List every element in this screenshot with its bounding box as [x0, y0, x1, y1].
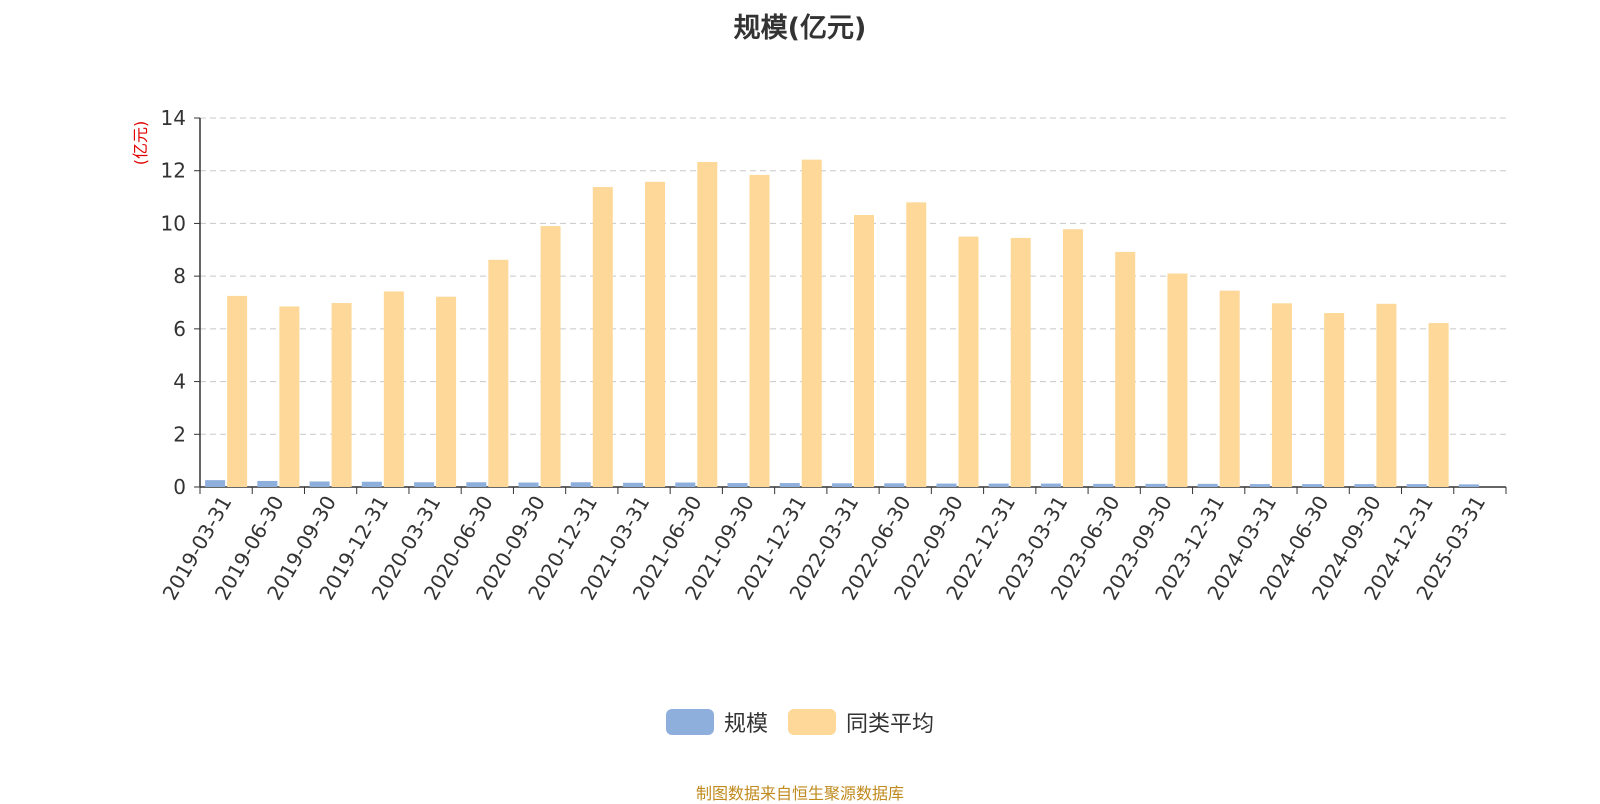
bar-scale	[1354, 484, 1375, 487]
bar-scale	[1040, 483, 1061, 487]
bar-average	[1324, 313, 1345, 487]
bar-average	[331, 303, 352, 487]
bar-scale	[1145, 483, 1166, 487]
legend-item-scale[interactable]: 规模	[665, 706, 768, 738]
y-tick-label: 2	[173, 422, 186, 446]
bar-average	[854, 214, 874, 487]
y-tick-label: 4	[173, 370, 186, 394]
bar-average	[749, 174, 770, 487]
legend-swatch-average	[788, 709, 836, 735]
bar-average	[1271, 303, 1292, 487]
y-tick-label: 10	[161, 211, 186, 235]
bar-average	[1062, 229, 1083, 487]
bar-scale	[257, 480, 278, 487]
y-tick-label: 8	[173, 264, 186, 288]
bar-average	[383, 291, 404, 487]
legend-label-scale: 规模	[723, 712, 768, 737]
bar-scale	[623, 482, 644, 487]
bar-average	[1428, 323, 1449, 487]
bar-average	[1376, 303, 1397, 487]
bars	[205, 159, 1479, 488]
bar-scale	[675, 482, 696, 487]
bar-average	[592, 187, 613, 487]
bar-scale	[1093, 483, 1114, 487]
bar-scale	[988, 483, 1009, 487]
bar-scale	[205, 480, 226, 487]
y-axis-label: (亿元)	[131, 121, 150, 166]
bar-scale	[309, 481, 330, 487]
legend: 规模 同类平均	[0, 706, 1600, 738]
bar-average	[1115, 251, 1136, 487]
bar-average	[1167, 273, 1188, 487]
bar-scale	[518, 482, 539, 487]
bar-average	[645, 181, 666, 487]
bar-scale	[1458, 484, 1479, 487]
bar-average	[488, 259, 509, 487]
bar-average	[958, 236, 979, 487]
bar-average	[436, 296, 457, 487]
grid-lines	[200, 117, 1506, 435]
bar-scale	[1406, 484, 1427, 487]
y-tick-label: 12	[161, 159, 186, 183]
bar-average	[697, 162, 718, 488]
bar-average	[540, 226, 561, 488]
bar-scale	[936, 483, 957, 487]
bar-scale	[414, 482, 435, 487]
bar-average	[906, 202, 927, 488]
chart-title: 规模(亿元)	[733, 13, 867, 44]
bar-scale	[466, 482, 487, 487]
legend-item-average[interactable]: 同类平均	[788, 706, 934, 738]
bar-scale	[832, 483, 852, 487]
bar-average	[1219, 290, 1240, 487]
bar-average	[227, 295, 248, 487]
bar-scale	[779, 483, 800, 487]
bar-average	[1010, 237, 1031, 487]
legend-label-average: 同类平均	[846, 712, 935, 737]
legend-swatch-scale	[665, 709, 714, 735]
bar-scale	[570, 482, 591, 487]
y-tick-label: 14	[161, 106, 186, 130]
bar-scale	[727, 483, 748, 487]
bar-scale	[361, 481, 382, 487]
bar-scale	[1249, 484, 1270, 487]
bar-average	[279, 306, 300, 487]
source-note: 制图数据来自恒生聚源数据库	[695, 784, 904, 803]
bar-average	[801, 159, 822, 487]
y-tick-label: 6	[173, 317, 186, 341]
y-tick-label: 0	[173, 475, 186, 499]
bar-scale	[884, 483, 905, 487]
bar-scale	[1197, 483, 1218, 487]
bar-scale	[1302, 484, 1323, 487]
